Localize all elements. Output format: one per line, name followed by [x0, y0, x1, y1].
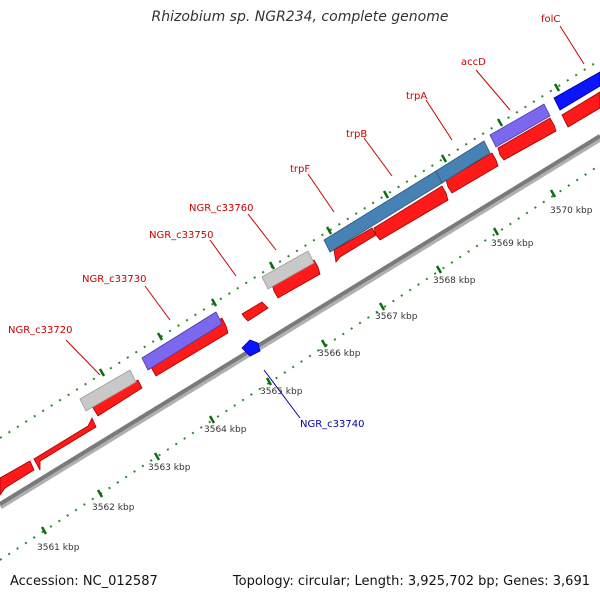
- gene-arrow: [241, 301, 269, 322]
- callout-lines: [65, 25, 585, 419]
- lower-tick: [320, 339, 328, 348]
- gene-arrow: [333, 227, 377, 263]
- upper-tick: [496, 118, 504, 127]
- lower-tick: [549, 189, 557, 198]
- gene-arrow: [497, 117, 557, 161]
- major-ticks: [40, 83, 561, 535]
- callout-line: [144, 285, 171, 321]
- lower-tick: [208, 415, 216, 424]
- scale-label: 3561 kbp: [37, 543, 80, 553]
- upper-genes: [79, 71, 600, 412]
- lower-tick: [96, 489, 104, 498]
- upper-tick: [98, 368, 106, 377]
- lower-tick: [153, 452, 161, 461]
- upper-tick: [440, 154, 448, 163]
- lower-tick: [492, 227, 500, 236]
- callout-line: [247, 213, 277, 251]
- scale-label: 3562 kbp: [92, 503, 135, 513]
- upper-tick: [382, 190, 390, 199]
- gene-label: NGR_c33760: [189, 203, 254, 214]
- gene-label: NGR_c33720: [8, 325, 73, 336]
- callout-line: [475, 69, 511, 111]
- scale-label: 3569 kbp: [491, 239, 534, 249]
- lower-tick: [265, 377, 273, 386]
- upper-tick: [268, 261, 276, 270]
- map-title: Rhizobium sp. NGR234, complete genome: [151, 9, 449, 25]
- scale-labels: 3561 kbp 3562 kbp 3563 kbp 3564 kbp 3565…: [37, 206, 593, 553]
- scale-label: 3567 kbp: [375, 312, 418, 322]
- gene-label: folC: [541, 14, 560, 25]
- blue-gene: [553, 71, 600, 111]
- gene-label: accD: [461, 57, 486, 68]
- gene-labels: NGR_c33720 NGR_c33730 NGR_c33750 NGR_c33…: [8, 14, 560, 430]
- gene-arrow: [445, 152, 499, 194]
- backbone: [0, 134, 600, 509]
- gene-arrow: [373, 185, 449, 241]
- upper-tick: [325, 226, 333, 235]
- gene-label: trpF: [290, 164, 310, 175]
- scale-label: 3565 kbp: [260, 387, 303, 397]
- backbone-line: [0, 134, 600, 506]
- scale-label: 3564 kbp: [204, 425, 247, 435]
- gene-label: NGR_c33750: [149, 230, 214, 241]
- gray-gene: [261, 250, 315, 290]
- accession-label: Accession: NC_012587: [10, 574, 158, 589]
- callout-line: [307, 173, 335, 213]
- lower-tick: [40, 526, 48, 535]
- small-blue-gene: [241, 339, 261, 357]
- scale-label: 3570 kbp: [550, 206, 593, 216]
- callout-line: [559, 25, 585, 65]
- genome-summary: Topology: circular; Length: 3,925,702 bp…: [232, 574, 590, 589]
- purple-gene: [141, 311, 223, 371]
- gray-gene: [79, 369, 137, 412]
- scale-label: 3563 kbp: [148, 463, 191, 473]
- callout-line: [209, 239, 237, 277]
- forward-genes: [0, 91, 600, 496]
- upper-dotted-guide: [0, 59, 600, 439]
- gene-label: NGR_c33740: [300, 419, 365, 430]
- lower-tick: [378, 302, 386, 311]
- callout-line: [425, 99, 453, 141]
- upper-tick: [156, 332, 164, 341]
- scale-label: 3566 kbp: [318, 349, 361, 359]
- purple-gene: [489, 103, 551, 148]
- gene-label: NGR_c33730: [82, 274, 147, 285]
- callout-line: [65, 339, 101, 376]
- lower-tick: [435, 265, 443, 274]
- gene-label: trpB: [346, 129, 367, 140]
- steelblue-gene: [435, 140, 491, 184]
- upper-tick: [210, 298, 218, 307]
- gene-arrow: [271, 259, 321, 299]
- gene-label: trpA: [406, 91, 427, 102]
- gene-arrow: [33, 417, 97, 471]
- gene-arrow: [561, 91, 600, 128]
- scale-label: 3568 kbp: [433, 276, 476, 286]
- callout-line: [263, 369, 301, 419]
- gene-arrow: [0, 460, 35, 496]
- upper-tick: [553, 83, 561, 92]
- lower-dotted-guide: [0, 164, 600, 561]
- callout-line: [363, 137, 393, 177]
